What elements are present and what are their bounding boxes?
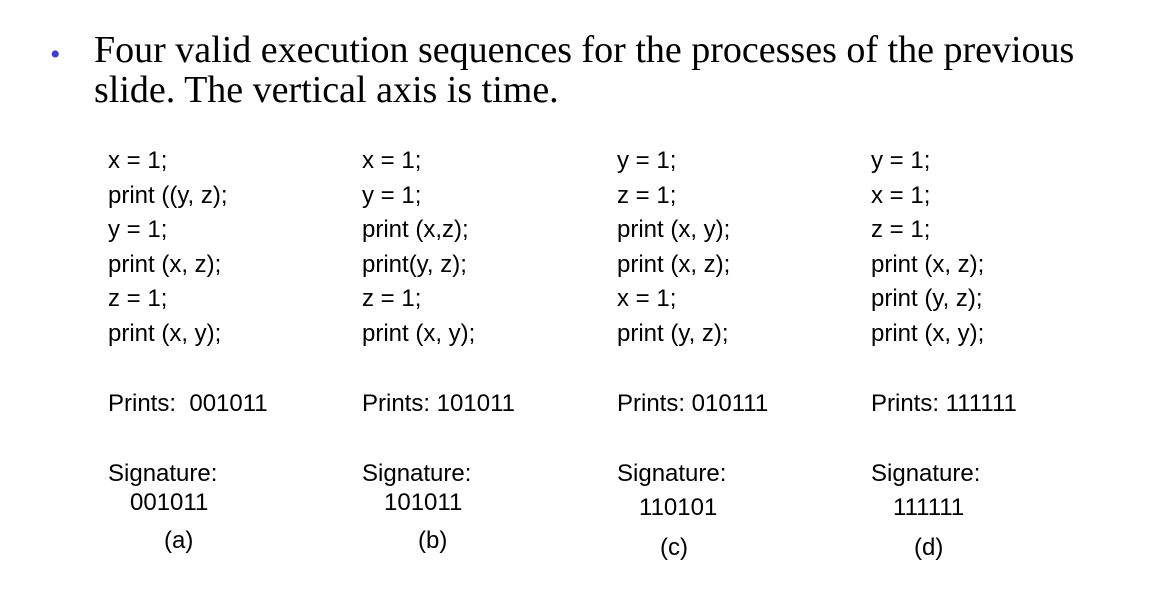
code-line: print (x, z); bbox=[871, 250, 985, 278]
code-line: print (x, z); bbox=[617, 250, 731, 278]
signature-value: 101011 bbox=[384, 489, 463, 516]
code-block: y = 1; z = 1; print (x, y); print (x, z)… bbox=[617, 144, 857, 352]
code-line: x = 1; bbox=[108, 147, 168, 174]
sequence-column-c: y = 1; z = 1; print (x, y); print (x, z)… bbox=[617, 144, 857, 561]
code-line: z = 1; bbox=[108, 285, 168, 313]
code-line: z = 1; bbox=[871, 216, 931, 244]
code-line: print (x, y); bbox=[108, 319, 222, 347]
code-line: y = 1; bbox=[362, 181, 422, 209]
signature-value: 110101 bbox=[639, 494, 718, 521]
code-line: x = 1; bbox=[871, 181, 931, 209]
code-line: print(y, z); bbox=[362, 250, 467, 278]
signature-value: 111111 bbox=[893, 494, 965, 521]
code-line: z = 1; bbox=[617, 181, 677, 209]
bullet-text: Four valid execution sequences for the p… bbox=[94, 29, 1075, 111]
code-line: z = 1; bbox=[362, 285, 422, 313]
code-line: print (x, y); bbox=[871, 319, 985, 347]
sequence-column-a: x = 1; print ((y, z); y = 1; print (x, z… bbox=[108, 144, 348, 554]
column-tag: (b) bbox=[418, 527, 448, 554]
prints-output: Prints: 010111 bbox=[617, 390, 769, 417]
code-line: y = 1; bbox=[871, 147, 931, 174]
code-line: x = 1; bbox=[617, 285, 677, 313]
prints-output: Prints: 101011 bbox=[362, 390, 515, 417]
column-tag: (d) bbox=[914, 534, 944, 561]
code-line: y = 1; bbox=[617, 147, 677, 174]
code-line: print ((y, z); bbox=[108, 181, 228, 209]
signature-label: Signature: bbox=[871, 460, 981, 487]
code-line: print (y, z); bbox=[871, 285, 983, 313]
signature-label: Signature: bbox=[108, 460, 218, 487]
code-line: print (x, z); bbox=[108, 250, 222, 278]
code-line: y = 1; bbox=[108, 216, 168, 244]
code-block: x = 1; print ((y, z); y = 1; print (x, z… bbox=[108, 144, 348, 352]
code-line: print (x,z); bbox=[362, 216, 469, 244]
code-line: print (x, y); bbox=[617, 216, 731, 244]
code-line: x = 1; bbox=[362, 147, 422, 174]
sequence-column-b: x = 1; y = 1; print (x,z); print(y, z); … bbox=[362, 144, 602, 554]
column-tag: (a) bbox=[164, 527, 194, 554]
bullet-dot-icon: • bbox=[50, 38, 61, 71]
prints-output: Prints: 111111 bbox=[871, 390, 1017, 417]
signature-value: 001011 bbox=[130, 489, 209, 516]
signature-label: Signature: bbox=[617, 460, 727, 487]
signature-label: Signature: bbox=[362, 460, 472, 487]
prints-output: Prints: 001011 bbox=[108, 390, 268, 417]
code-line: print (x, y); bbox=[362, 319, 476, 347]
code-block: x = 1; y = 1; print (x,z); print(y, z); … bbox=[362, 144, 602, 352]
code-line: print (y, z); bbox=[617, 319, 729, 347]
column-tag: (c) bbox=[660, 534, 688, 561]
sequence-column-d: y = 1; x = 1; z = 1; print (x, z); print… bbox=[871, 144, 1111, 561]
code-block: y = 1; x = 1; z = 1; print (x, z); print… bbox=[871, 144, 1111, 352]
